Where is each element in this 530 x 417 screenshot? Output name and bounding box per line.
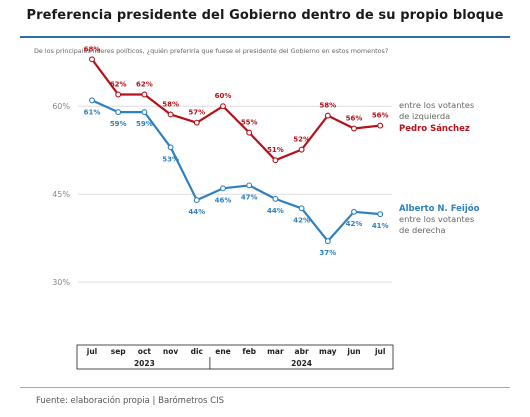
series-group-label: entre los votantes <box>399 214 474 224</box>
data-label-feijoo: 61% <box>84 108 101 116</box>
x-tick-label: may <box>319 347 337 356</box>
data-point-feijoo <box>220 185 226 192</box>
data-label-sanchez: 58% <box>162 100 179 108</box>
data-label-sanchez: 60% <box>215 92 232 100</box>
x-tick-label: dic <box>191 347 203 356</box>
series-name-sanchez: Pedro Sánchez <box>399 124 470 134</box>
data-label-sanchez: 56% <box>372 112 389 120</box>
data-label-feijoo: 59% <box>110 120 127 128</box>
series-group-label: de izquierda <box>399 111 450 121</box>
data-label-sanchez: 57% <box>188 109 205 117</box>
x-tick-label: oct <box>138 347 152 356</box>
data-label-sanchez: 55% <box>241 119 258 127</box>
data-point-feijoo <box>324 238 331 245</box>
data-label-sanchez: 62% <box>110 81 127 89</box>
x-tick-label: jul <box>374 347 385 356</box>
x-tick-label: abr <box>295 347 309 356</box>
x-tick-label: ene <box>215 347 231 356</box>
data-point-feijoo <box>351 208 357 215</box>
data-point-sanchez <box>115 91 122 98</box>
series-lines <box>89 56 384 245</box>
data-label-feijoo: 46% <box>215 196 232 204</box>
data-point-sanchez <box>167 111 174 118</box>
data-point-feijoo <box>167 144 174 151</box>
series-group-label: de derecha <box>399 225 446 235</box>
series-line-sanchez <box>91 58 381 162</box>
y-tick-label: 30% <box>52 278 70 287</box>
data-label-sanchez: 51% <box>267 146 284 154</box>
data-point-feijoo <box>193 197 200 204</box>
data-point-sanchez <box>246 129 253 136</box>
x-tick-label: sep <box>111 347 127 356</box>
data-point-sanchez <box>272 157 279 164</box>
data-label-sanchez: 56% <box>346 115 363 123</box>
series-line-feijoo <box>91 99 381 243</box>
value-labels: 68% 62% 62% 58% 57% 60% 55% 51% 52% 58% 56% 56% 61% 5… <box>84 45 389 257</box>
data-label-feijoo: 47% <box>241 193 258 201</box>
chart-title: Preferencia presidente del Gobierno dent… <box>26 8 504 23</box>
grid-lines <box>78 105 392 283</box>
series-name-feijoo: Alberto N. Feijóo <box>399 203 480 214</box>
y-tick-label: 45% <box>52 190 70 199</box>
data-label-feijoo: 42% <box>293 216 310 224</box>
source-note: Fuente: elaboración propia | Barómetros … <box>36 396 224 406</box>
x-tick-label: feb <box>242 347 256 356</box>
data-point-sanchez <box>220 103 226 110</box>
data-point-sanchez <box>141 91 148 98</box>
x-tick-label: mar <box>267 347 284 356</box>
x-tick-label: jul <box>86 347 97 356</box>
y-tick-label: 60% <box>52 102 70 111</box>
data-label-sanchez: 58% <box>319 102 336 110</box>
data-label-sanchez: 62% <box>136 81 153 89</box>
data-label-feijoo: 44% <box>188 208 205 216</box>
chart-subtitle: De los principales líderes políticos, ¿q… <box>34 47 389 55</box>
data-label-feijoo: 37% <box>319 249 336 257</box>
x-axis-frame <box>76 344 394 370</box>
data-label-feijoo: 41% <box>372 222 389 230</box>
footer-divider <box>20 387 510 388</box>
data-label-sanchez: 52% <box>293 136 310 144</box>
data-point-feijoo <box>141 109 148 116</box>
data-point-sanchez <box>193 119 200 126</box>
data-point-feijoo <box>246 182 253 189</box>
series-group-label: entre los votantes <box>399 100 474 110</box>
data-point-feijoo <box>377 211 384 218</box>
data-label-sanchez: 68% <box>84 45 101 53</box>
data-label-feijoo: 42% <box>346 220 363 228</box>
y-tick-labels: 30% 45% 60% <box>52 102 70 287</box>
year-label: 2023 <box>134 359 155 368</box>
x-tick-label: jun <box>346 347 360 356</box>
title-underline <box>20 36 510 38</box>
x-tick-label: nov <box>163 347 178 356</box>
year-label: 2024 <box>291 359 312 368</box>
data-point-sanchez <box>377 122 384 129</box>
x-axis: jul sep oct nov dic ene feb mar abr may jun jul 2023… <box>76 344 394 370</box>
data-point-feijoo <box>115 109 122 116</box>
data-label-feijoo: 53% <box>162 155 179 163</box>
data-point-sanchez <box>351 125 357 132</box>
data-point-sanchez <box>298 146 305 153</box>
data-point-feijoo <box>298 205 305 212</box>
data-point-feijoo <box>272 195 279 202</box>
data-point-sanchez <box>324 112 331 119</box>
data-point-feijoo <box>89 97 95 104</box>
data-point-sanchez <box>89 56 95 63</box>
data-label-feijoo: 44% <box>267 207 284 215</box>
data-label-feijoo: 59% <box>136 120 153 128</box>
